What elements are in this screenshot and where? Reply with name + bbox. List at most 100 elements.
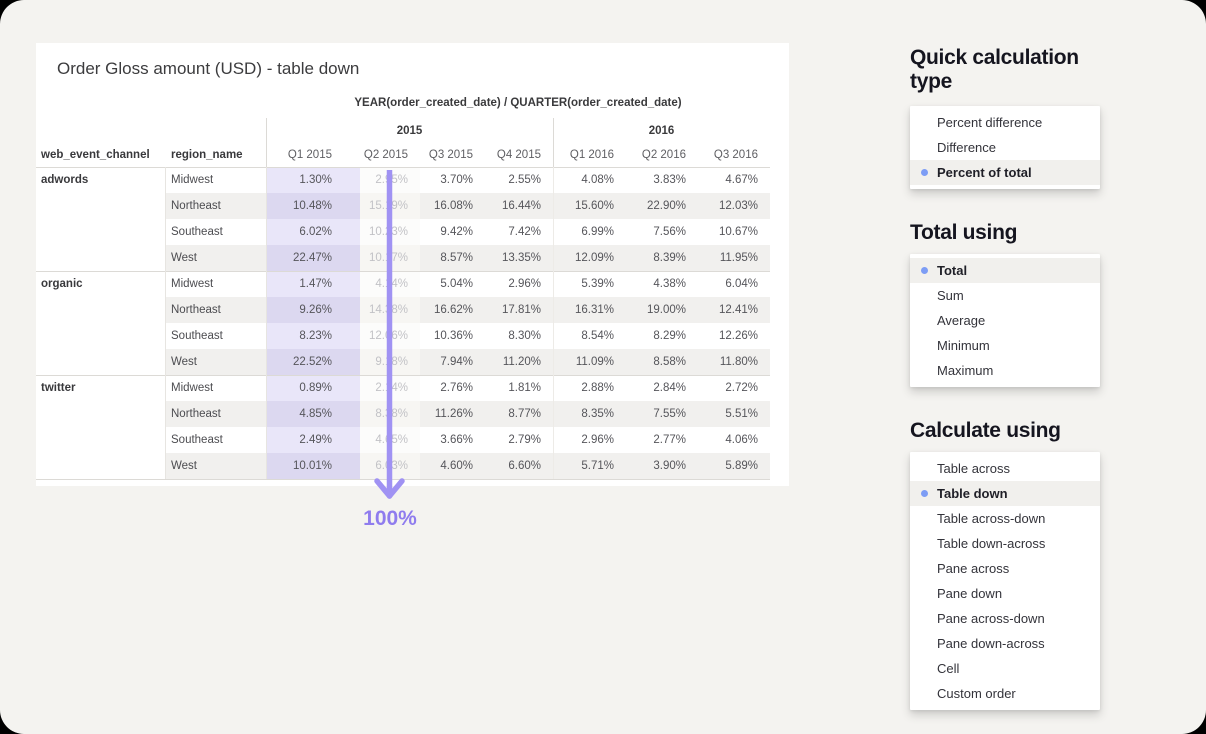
value-cell[interactable]: 10.67%	[718, 226, 758, 238]
value-cell[interactable]: 5.04%	[440, 278, 473, 290]
column-header[interactable]: Q1 2015	[287, 149, 332, 161]
value-cell[interactable]: 2.14%	[360, 375, 420, 401]
value-cell[interactable]: 8.35%	[553, 401, 626, 427]
column-header[interactable]: Q3 2016	[713, 149, 758, 161]
value-cell[interactable]: 8.29%	[653, 330, 686, 342]
region-cell[interactable]: Southeast	[171, 330, 223, 342]
menu-item-table-down-across[interactable]: Table down-across	[910, 531, 1100, 556]
menu-item-table-across-down[interactable]: Table across-down	[910, 506, 1100, 531]
value-cell[interactable]: 2.96%	[581, 434, 614, 446]
year-header-2015[interactable]: 2015	[396, 125, 423, 137]
value-cell[interactable]: 8.58%	[626, 349, 698, 375]
value-cell[interactable]: 3.66%	[440, 434, 473, 446]
value-cell[interactable]: 6.99%	[581, 226, 614, 238]
value-cell[interactable]: 10.36%	[433, 330, 473, 342]
value-cell[interactable]: 1.47%	[266, 271, 360, 297]
menu-item-pane-down-across[interactable]: Pane down-across	[910, 631, 1100, 656]
value-cell[interactable]: 11.95%	[698, 245, 770, 271]
channel-cell[interactable]: organic	[36, 271, 165, 297]
region-cell[interactable]: Northeast	[165, 193, 266, 219]
menu-item-table-across[interactable]: Table across	[910, 456, 1100, 481]
value-cell[interactable]: 5.51%	[698, 401, 770, 427]
column-header[interactable]: Q1 2016	[569, 149, 614, 161]
value-cell[interactable]: 4.14%	[360, 271, 420, 297]
value-cell[interactable]: 0.89%	[266, 375, 360, 401]
value-cell[interactable]: 9.26%	[266, 297, 360, 323]
menu-item-maximum[interactable]: Maximum	[910, 358, 1100, 383]
value-cell[interactable]: 2.76%	[440, 382, 473, 394]
column-header[interactable]: Q3 2015	[428, 149, 473, 161]
value-cell[interactable]: 10.23%	[360, 219, 420, 245]
value-cell[interactable]: 22.52%	[266, 349, 360, 375]
menu-item-percent-difference[interactable]: Percent difference	[910, 110, 1100, 135]
value-cell[interactable]: 15.60%	[553, 193, 626, 219]
menu-item-table-down[interactable]: Table down	[910, 481, 1100, 506]
value-cell[interactable]: 4.65%	[360, 427, 420, 453]
column-dimension-header[interactable]: YEAR(order_created_date) / QUARTER(order…	[354, 97, 682, 109]
value-cell[interactable]: 2.49%	[266, 427, 360, 453]
value-cell[interactable]: 7.42%	[508, 226, 541, 238]
value-cell[interactable]: 4.85%	[266, 401, 360, 427]
region-cell[interactable]: Midwest	[171, 382, 214, 394]
value-cell[interactable]: 8.39%	[626, 245, 698, 271]
value-cell[interactable]: 5.71%	[553, 453, 626, 479]
value-cell[interactable]: 12.26%	[718, 330, 758, 342]
menu-item-minimum[interactable]: Minimum	[910, 333, 1100, 358]
value-cell[interactable]: 9.18%	[360, 349, 420, 375]
region-cell[interactable]: Southeast	[171, 226, 223, 238]
region-cell[interactable]: West	[165, 349, 266, 375]
year-header-2016[interactable]: 2016	[648, 125, 675, 137]
value-cell[interactable]: 8.30%	[508, 330, 541, 342]
value-cell[interactable]: 4.08%	[581, 174, 614, 186]
value-cell[interactable]: 10.17%	[360, 245, 420, 271]
value-cell[interactable]: 17.81%	[485, 297, 553, 323]
menu-item-pane-down[interactable]: Pane down	[910, 581, 1100, 606]
value-cell[interactable]: 8.38%	[360, 401, 420, 427]
value-cell[interactable]: 5.89%	[698, 453, 770, 479]
value-cell[interactable]: 4.38%	[653, 278, 686, 290]
value-cell[interactable]: 2.79%	[508, 434, 541, 446]
column-header[interactable]: Q2 2016	[641, 149, 686, 161]
value-cell[interactable]: 12.09%	[553, 245, 626, 271]
menu-item-difference[interactable]: Difference	[910, 135, 1100, 160]
value-cell[interactable]: 22.47%	[266, 245, 360, 271]
value-cell[interactable]: 2.77%	[653, 434, 686, 446]
value-cell[interactable]: 11.20%	[485, 349, 553, 375]
value-cell[interactable]: 16.44%	[485, 193, 553, 219]
value-cell[interactable]: 5.39%	[581, 278, 614, 290]
menu-item-custom-order[interactable]: Custom order	[910, 681, 1100, 706]
menu-item-average[interactable]: Average	[910, 308, 1100, 333]
channel-cell[interactable]: twitter	[36, 375, 165, 401]
value-cell[interactable]: 4.67%	[725, 174, 758, 186]
value-cell[interactable]: 2.96%	[508, 278, 541, 290]
value-cell[interactable]: 16.08%	[420, 193, 485, 219]
value-cell[interactable]: 8.23%	[266, 323, 360, 349]
value-cell[interactable]: 7.55%	[626, 401, 698, 427]
menu-item-cell[interactable]: Cell	[910, 656, 1100, 681]
column-header[interactable]: Q4 2015	[496, 149, 541, 161]
value-cell[interactable]: 12.03%	[698, 193, 770, 219]
value-cell[interactable]: 2.72%	[725, 382, 758, 394]
region-cell[interactable]: Northeast	[165, 297, 266, 323]
row-header-web-event-channel[interactable]: web_event_channel	[41, 149, 150, 161]
value-cell[interactable]: 3.90%	[626, 453, 698, 479]
value-cell[interactable]: 3.70%	[440, 174, 473, 186]
region-cell[interactable]: Midwest	[171, 174, 214, 186]
value-cell[interactable]: 10.01%	[266, 453, 360, 479]
value-cell[interactable]: 1.30%	[266, 167, 360, 193]
menu-item-pane-across[interactable]: Pane across	[910, 556, 1100, 581]
value-cell[interactable]: 16.31%	[553, 297, 626, 323]
region-cell[interactable]: Midwest	[171, 278, 214, 290]
value-cell[interactable]: 2.84%	[653, 382, 686, 394]
value-cell[interactable]: 11.80%	[698, 349, 770, 375]
value-cell[interactable]: 15.19%	[360, 193, 420, 219]
value-cell[interactable]: 4.06%	[725, 434, 758, 446]
value-cell[interactable]: 13.35%	[485, 245, 553, 271]
value-cell[interactable]: 6.03%	[360, 453, 420, 479]
value-cell[interactable]: 2.55%	[508, 174, 541, 186]
value-cell[interactable]: 6.02%	[266, 219, 360, 245]
region-cell[interactable]: Northeast	[165, 401, 266, 427]
row-header-region-name[interactable]: region_name	[171, 149, 243, 161]
value-cell[interactable]: 2.88%	[581, 382, 614, 394]
value-cell[interactable]: 11.26%	[420, 401, 485, 427]
